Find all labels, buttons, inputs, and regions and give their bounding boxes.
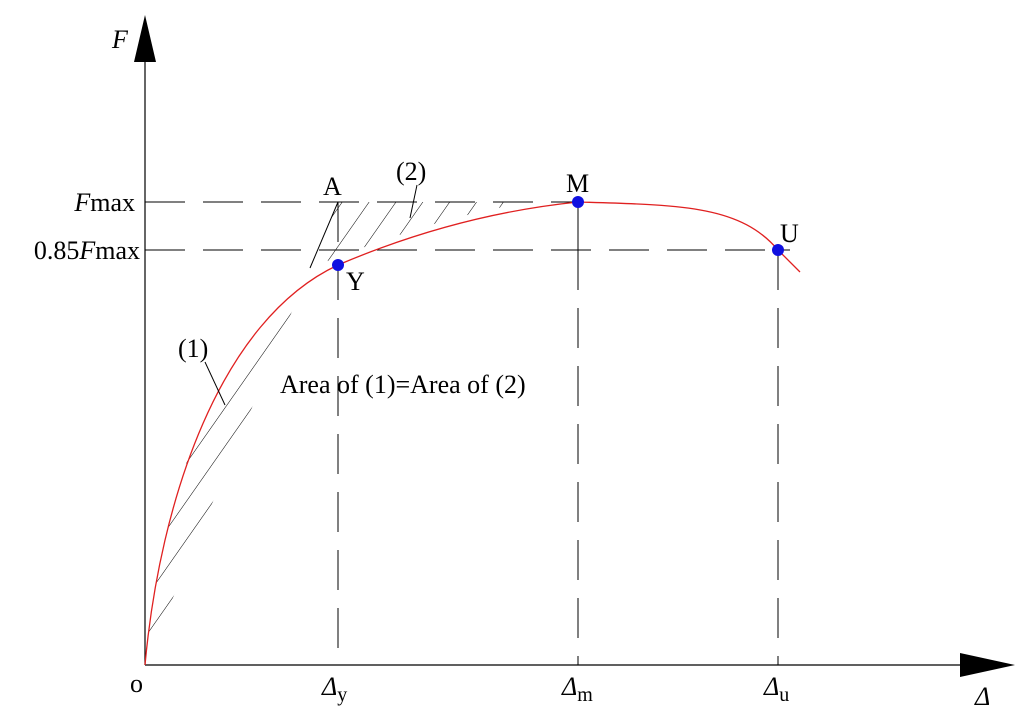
y-arrow	[134, 15, 156, 62]
text-part: max	[95, 236, 140, 265]
region-1	[145, 292, 300, 665]
fmax-label: Fmax	[73, 188, 135, 217]
leader-1	[204, 361, 226, 406]
text-part: F	[73, 188, 91, 217]
text-part: 0.85	[34, 236, 80, 265]
x-mark: Δm	[561, 672, 593, 706]
x-mark: Δy	[321, 672, 347, 706]
y-label: F	[111, 25, 129, 54]
origin: o	[130, 669, 143, 698]
guides	[145, 201, 790, 665]
x-label: Δ	[974, 682, 990, 711]
f085-label: 0.85Fmax	[34, 236, 140, 265]
point-label: Y	[346, 267, 365, 296]
text-part: Δ	[321, 672, 337, 701]
point-label: U	[780, 219, 799, 248]
point-label: A	[323, 172, 342, 201]
point-y	[332, 259, 344, 271]
leader-2	[409, 184, 418, 219]
region-label: (2)	[396, 157, 426, 186]
region-label: (1)	[178, 334, 208, 363]
x-mark: Δu	[763, 672, 789, 706]
text-part: u	[779, 684, 789, 706]
text-part: m	[577, 684, 593, 706]
text-part: max	[90, 188, 135, 217]
note: Area of (1)=Area of (2)	[280, 370, 526, 399]
text-part: Δ	[763, 672, 779, 701]
point-u	[772, 244, 784, 256]
region-edge	[309, 201, 339, 269]
text-part: y	[337, 684, 347, 706]
x-arrow	[960, 653, 1015, 677]
point-m	[572, 196, 584, 208]
region-2	[310, 202, 530, 268]
point-label: M	[566, 169, 589, 198]
text-part: F	[78, 236, 96, 265]
curve	[144, 201, 801, 666]
text-part: Δ	[561, 672, 577, 701]
